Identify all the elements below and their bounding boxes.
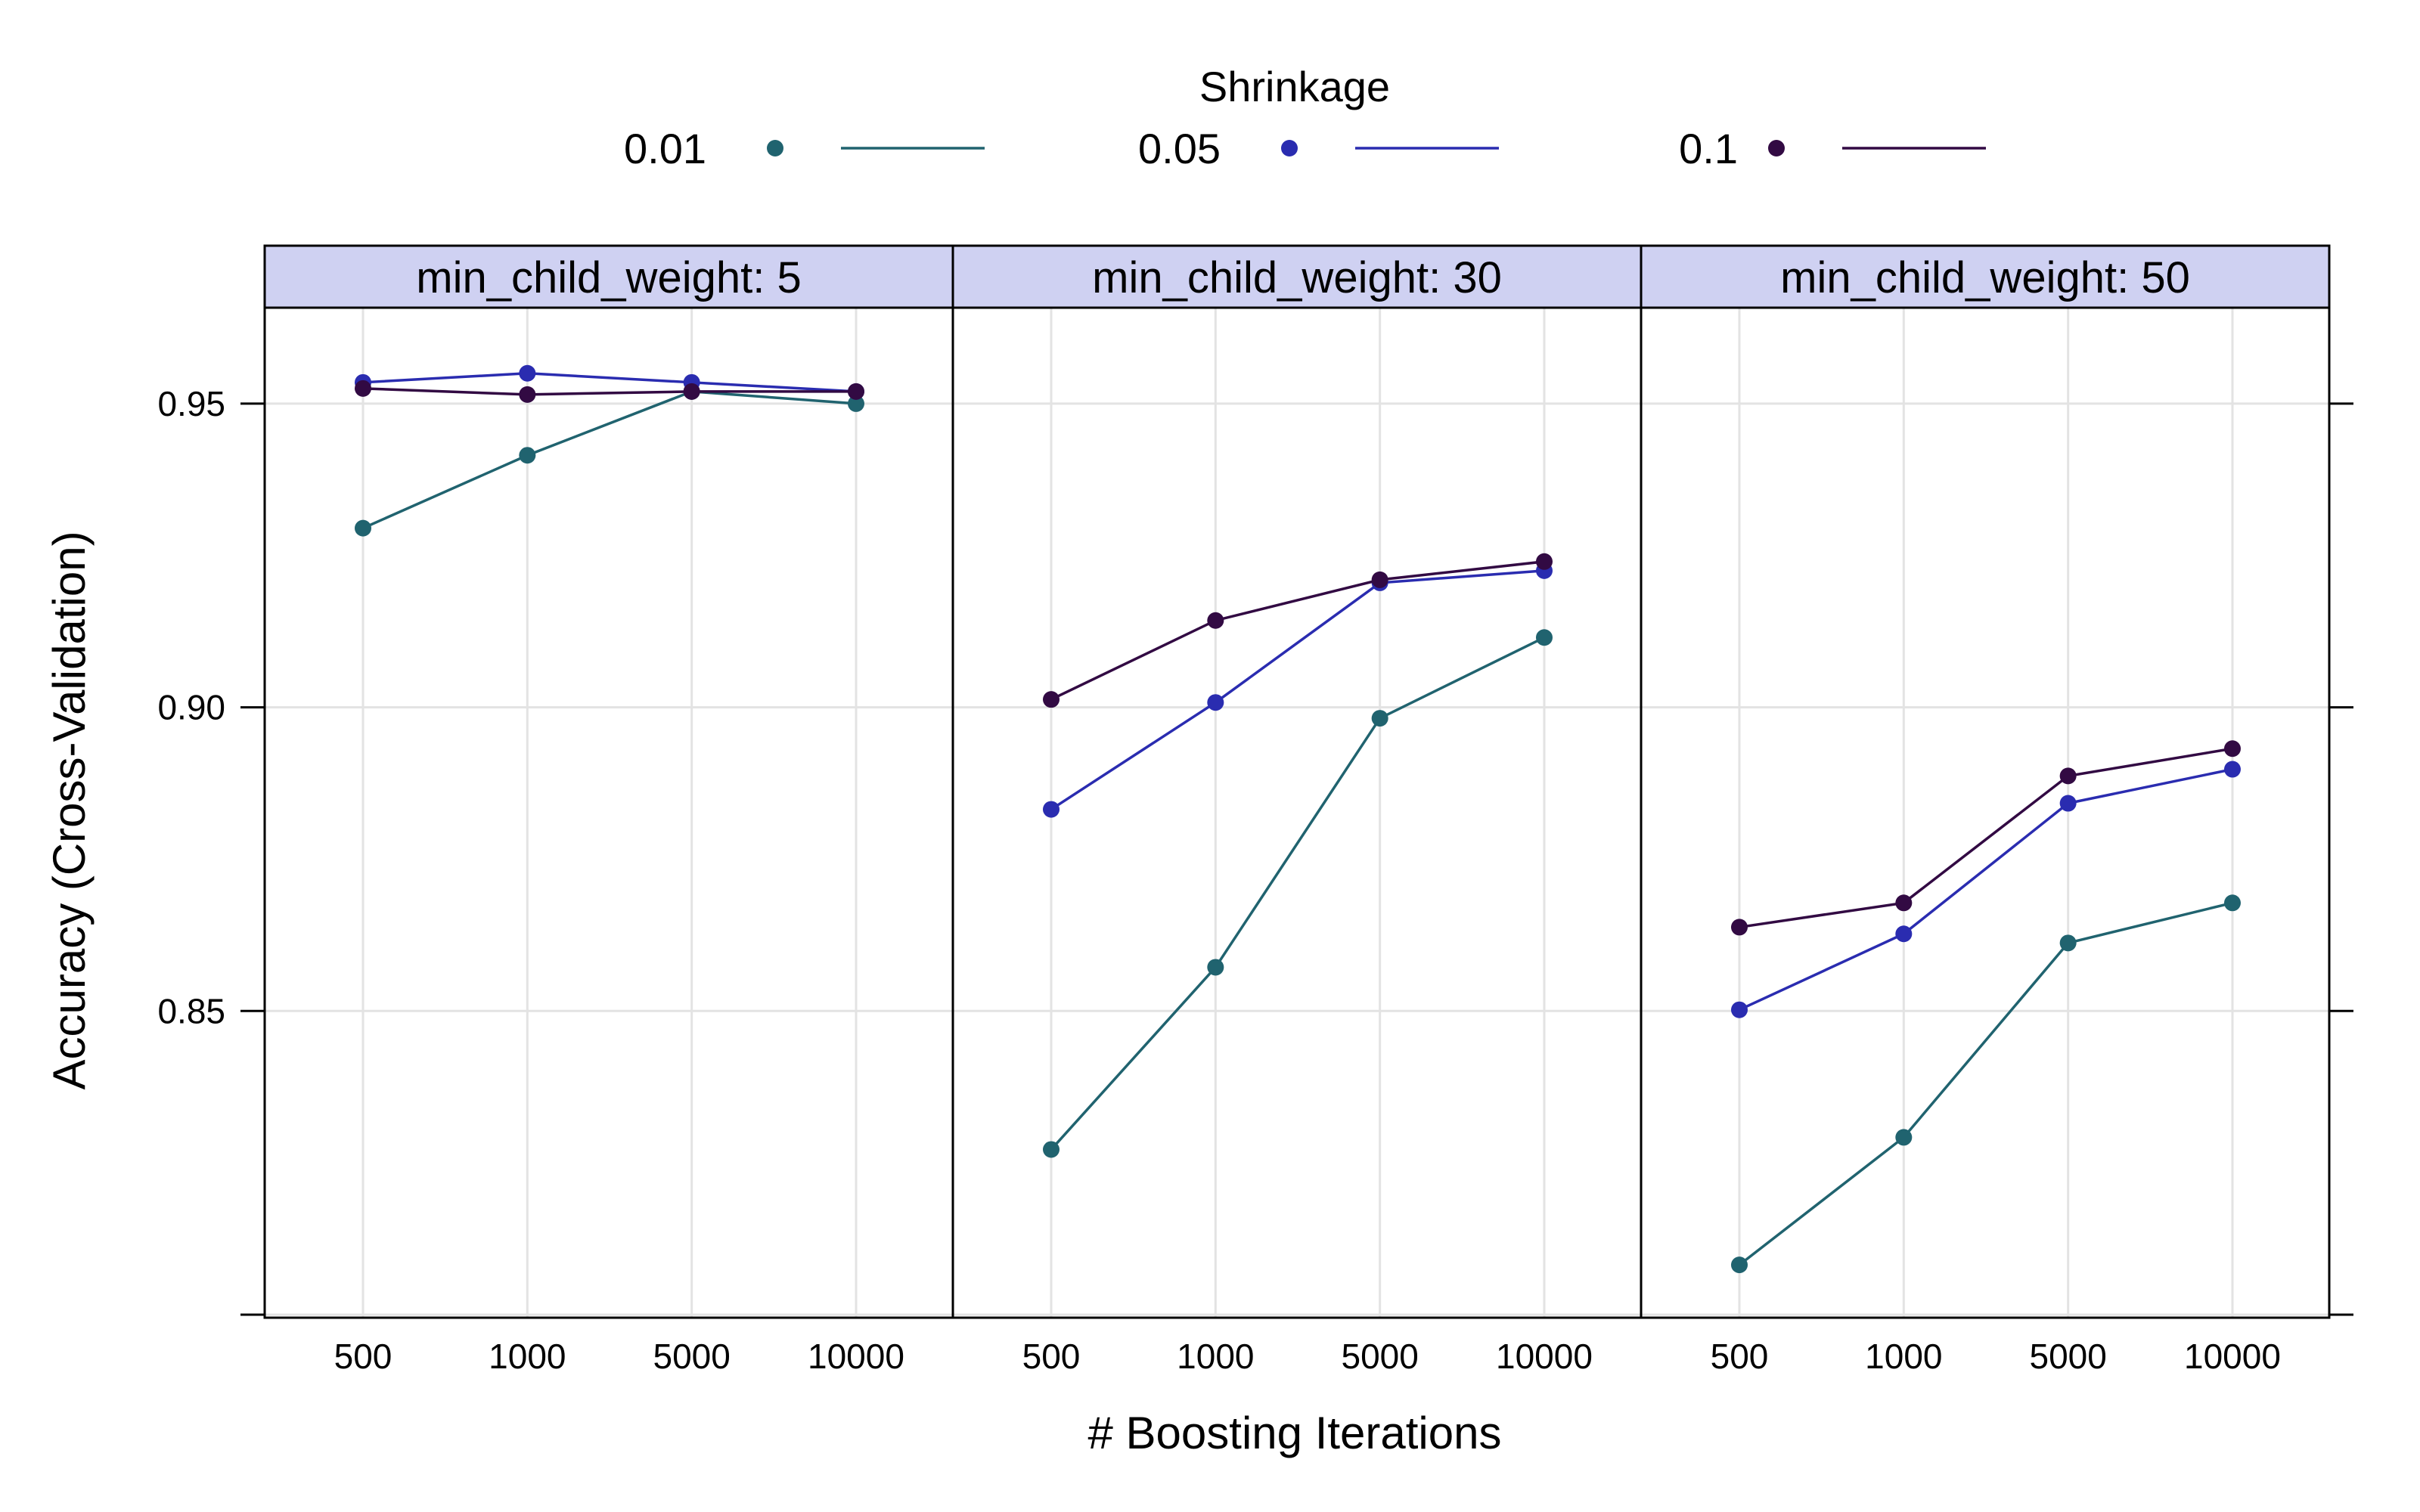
strip-background — [1640, 244, 2331, 309]
data-point-0.01-1000 — [519, 447, 536, 464]
series-line-0.1 — [362, 387, 856, 396]
data-point-0.05-500 — [1043, 801, 1060, 818]
data-point-0.01-1000 — [1207, 959, 1224, 976]
x-tick-label: 500 — [1022, 1337, 1081, 1376]
series-line-0.05 — [1739, 767, 2233, 1012]
x-tick-label: 5000 — [653, 1337, 730, 1376]
data-point-0.1-5000 — [1371, 571, 1388, 588]
x-tick-label: 10000 — [2184, 1337, 2281, 1376]
data-point-0.01-500 — [355, 519, 371, 537]
data-point-0.1-1000 — [1895, 894, 1913, 912]
series-line-0.1 — [1739, 747, 2233, 929]
data-point-0.1-10000 — [847, 383, 864, 400]
data-point-0.1-500 — [355, 380, 371, 397]
series-line-0.1 — [1050, 560, 1545, 701]
data-point-0.05-10000 — [2223, 761, 2241, 778]
panel-3: min_child_weight: 50 500 1000 5000 10000 — [1640, 244, 2331, 1376]
data-point-0.05-500 — [1731, 1001, 1748, 1018]
data-point-0.01-500 — [1731, 1256, 1748, 1274]
data-point-0.01-500 — [1043, 1141, 1060, 1158]
x-tick-label: 5000 — [2029, 1337, 2106, 1376]
x-tick-label: 1000 — [1865, 1337, 1942, 1376]
x-tick-label: 1000 — [489, 1337, 566, 1376]
data-point-0.1-5000 — [683, 383, 700, 400]
panel-1: min_child_weight: 5 500 1000 5000 10000 — [263, 244, 954, 1376]
data-point-0.01-10000 — [2223, 894, 2241, 912]
data-point-0.05-5000 — [2059, 795, 2077, 812]
data-point-0.1-1000 — [1207, 612, 1224, 629]
series-line-0.05 — [1050, 569, 1545, 811]
data-point-0.01-5000 — [2059, 934, 2077, 952]
legend-marker-0.01 — [767, 140, 783, 156]
data-point-0.1-5000 — [2059, 767, 2077, 785]
legend-marker-0.1 — [1768, 140, 1785, 156]
data-point-0.1-10000 — [2223, 740, 2241, 758]
data-point-0.01-5000 — [1371, 710, 1388, 727]
x-tick-label: 10000 — [808, 1337, 904, 1376]
panel-2: min_child_weight: 30 500 1000 5000 10000 — [951, 244, 1643, 1376]
data-point-0.05-1000 — [519, 364, 536, 382]
y-tick-label: 0.85 — [157, 991, 225, 1030]
strip-label: min_child_weight: 5 — [416, 253, 801, 302]
x-tick-label: 1000 — [1177, 1337, 1254, 1376]
data-point-0.1-500 — [1043, 691, 1060, 708]
panel-border — [263, 306, 954, 1319]
data-point-0.1-10000 — [1535, 553, 1553, 570]
x-axis-title: # Boosting Iterations — [1087, 1408, 1501, 1458]
series-line-0.01 — [362, 390, 857, 530]
data-point-0.05-1000 — [1207, 694, 1224, 711]
strip-label: min_child_weight: 30 — [1092, 253, 1502, 302]
series-line-0.05 — [362, 372, 857, 393]
y-tick-label: 0.95 — [157, 384, 225, 423]
y-axis: 0.85 0.90 0.95 — [157, 384, 2353, 1316]
legend-label-0.05: 0.05 — [1138, 125, 1221, 172]
strip-background — [263, 244, 954, 309]
x-tick-label: 500 — [1711, 1337, 1769, 1376]
legend-marker-0.05 — [1281, 140, 1298, 156]
legend-label-0.1: 0.1 — [1679, 125, 1738, 172]
panel-border — [1640, 306, 2331, 1319]
y-axis-title: Accuracy (Cross-Validation) — [44, 531, 95, 1089]
x-tick-label: 5000 — [1341, 1337, 1418, 1376]
data-point-0.1-500 — [1731, 919, 1748, 936]
x-tick-label: 500 — [334, 1337, 392, 1376]
y-tick-label: 0.90 — [157, 688, 225, 727]
strip-background — [951, 244, 1643, 309]
data-point-0.01-10000 — [847, 395, 864, 412]
data-point-0.1-1000 — [519, 386, 536, 403]
x-tick-label: 10000 — [1496, 1337, 1593, 1376]
series-line-0.01 — [1050, 636, 1545, 1151]
legend: Shrinkage 0.01 0.05 0.1 — [624, 63, 1986, 172]
series-line-0.01 — [1738, 901, 2233, 1266]
data-point-0.01-10000 — [1535, 629, 1553, 646]
data-point-0.01-1000 — [1895, 1129, 1913, 1146]
legend-label-0.01: 0.01 — [624, 125, 706, 172]
data-point-0.05-1000 — [1895, 925, 1913, 943]
legend-title: Shrinkage — [1199, 63, 1390, 110]
strip-label: min_child_weight: 50 — [1780, 253, 2190, 302]
